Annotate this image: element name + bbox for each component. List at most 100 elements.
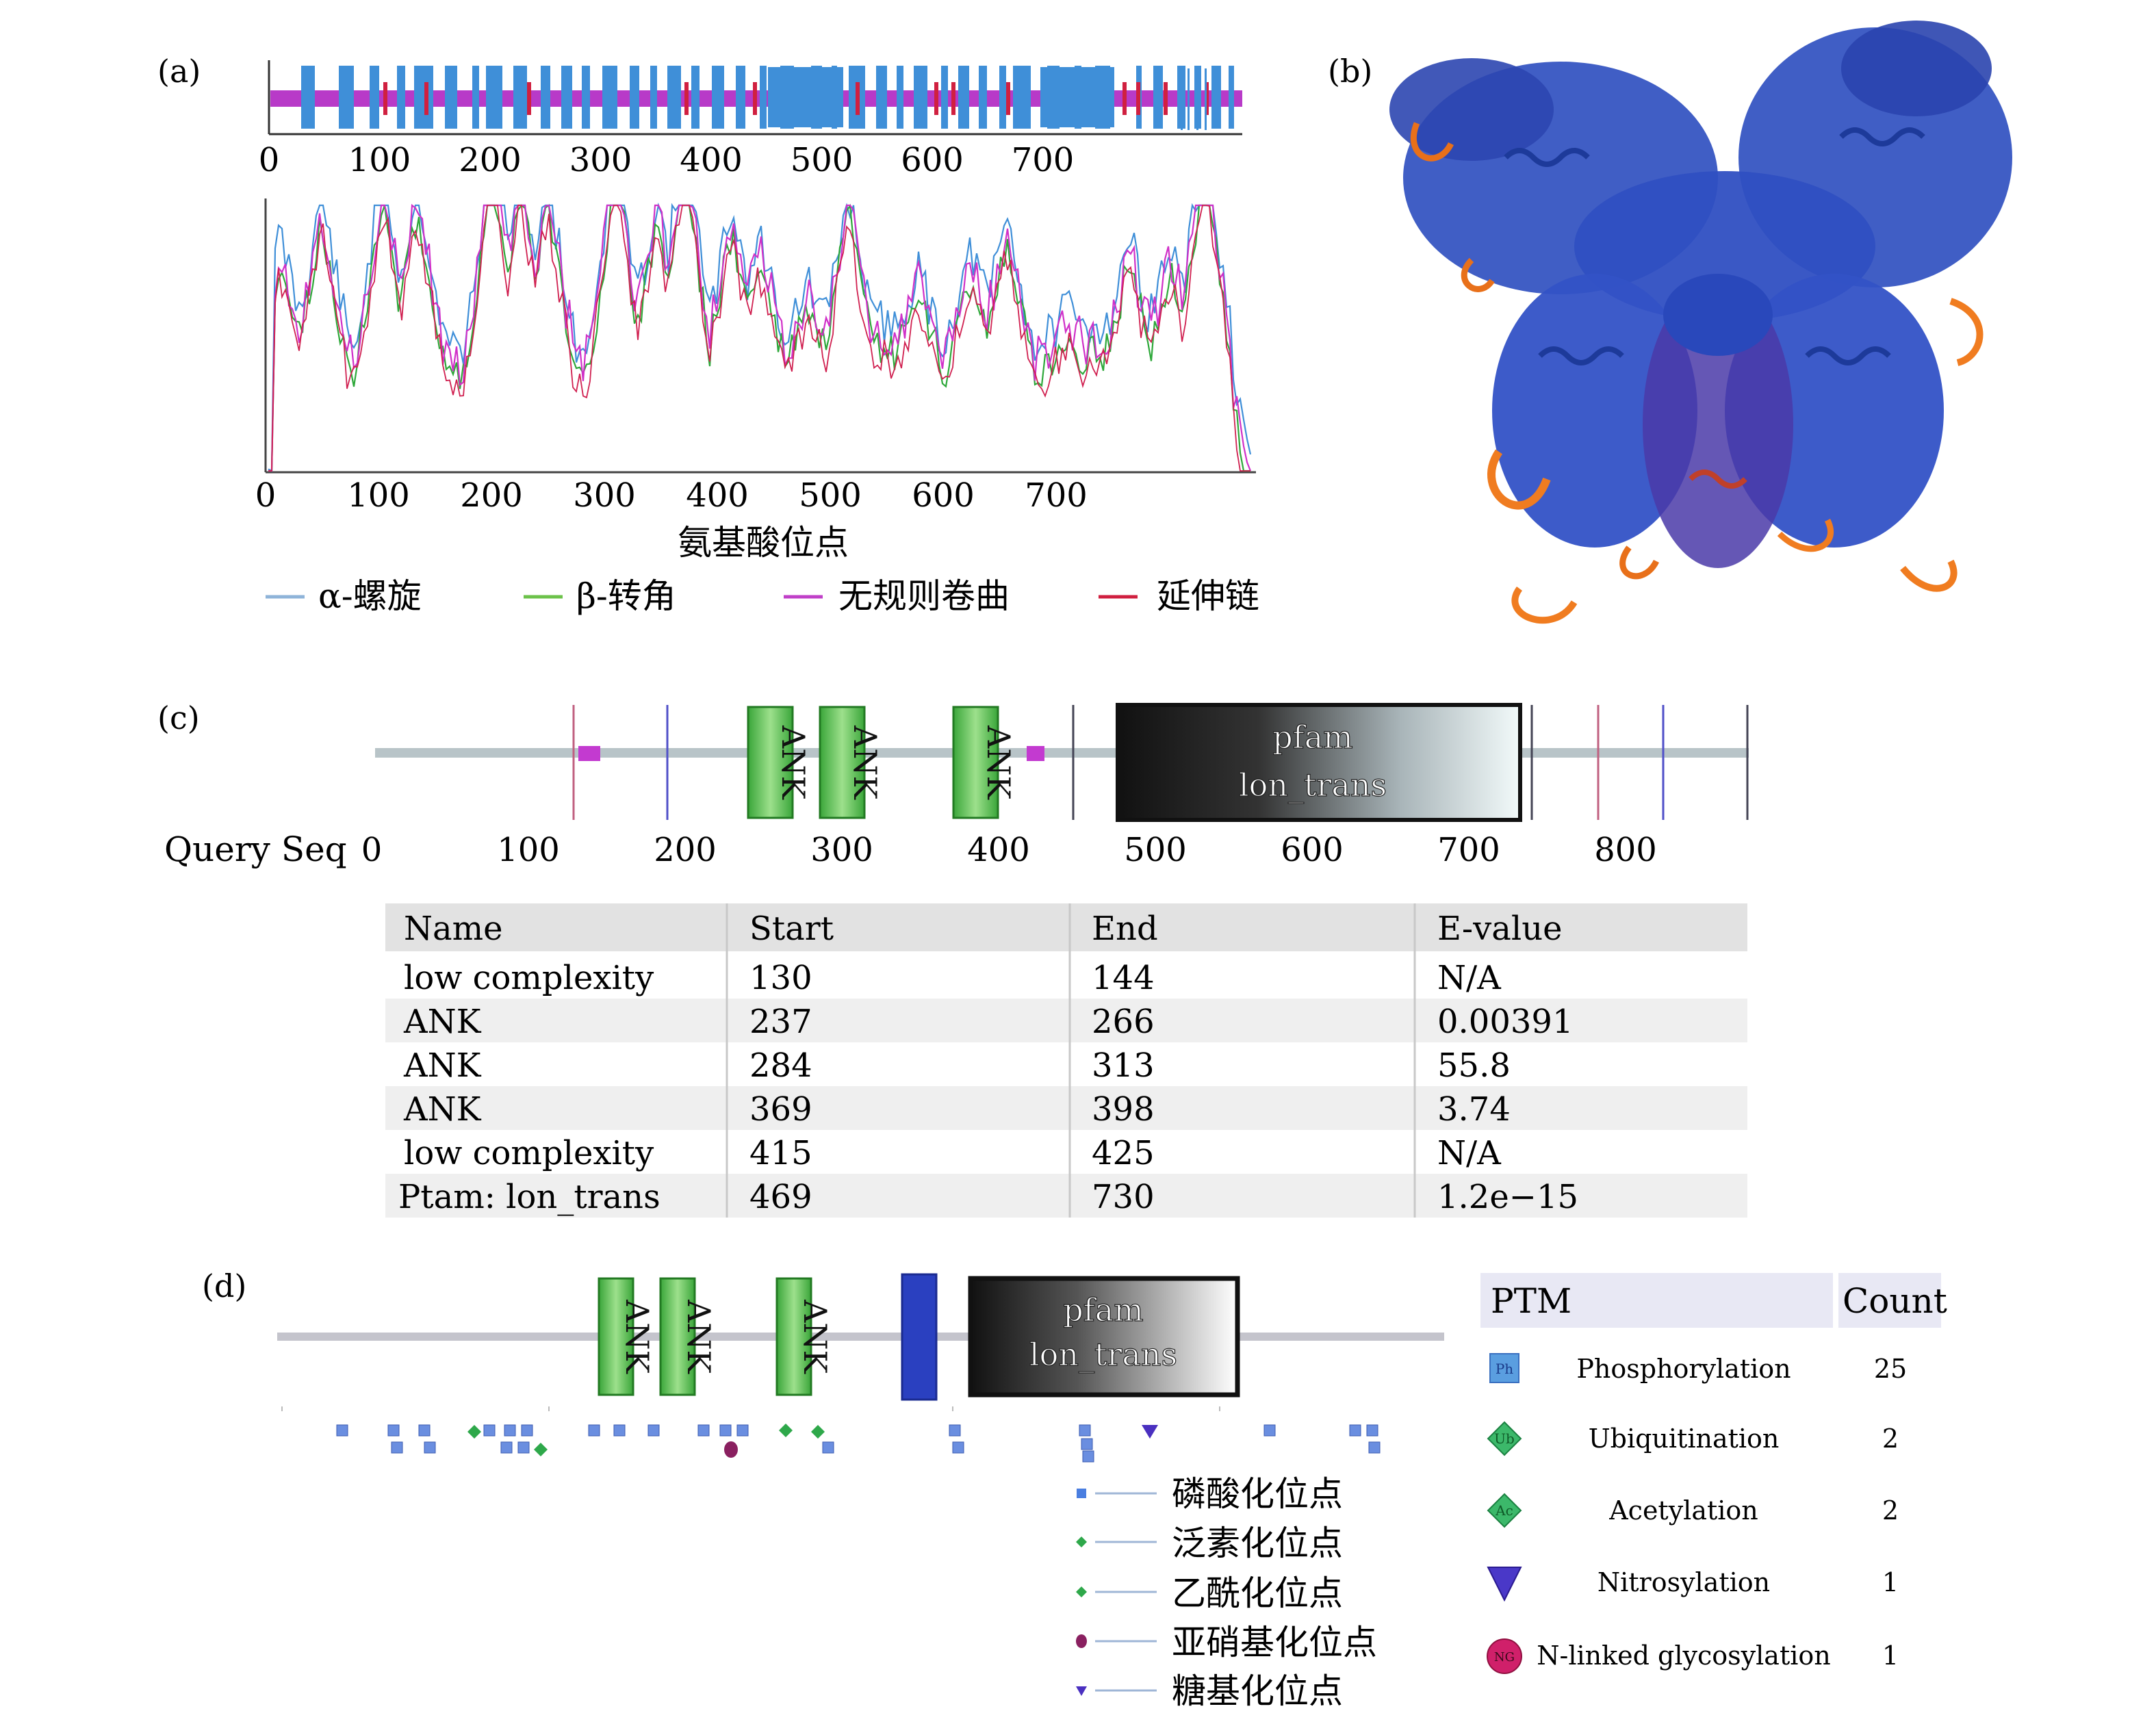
plot-tick-label: 500 bbox=[799, 476, 862, 515]
helix-block bbox=[541, 66, 550, 129]
table-cell: 425 bbox=[1092, 1134, 1155, 1172]
ank-domains: ANK ANK ANK bbox=[747, 706, 1017, 819]
extended-strand-mark bbox=[383, 82, 387, 115]
secondary-structure-track bbox=[268, 60, 1242, 136]
table-cell: 237 bbox=[749, 1003, 812, 1041]
helix-thin-mark bbox=[1205, 68, 1207, 130]
helix-block bbox=[1013, 66, 1031, 129]
ptm-row-name: Ubiquitination bbox=[1589, 1424, 1780, 1454]
table-cell: 266 bbox=[1092, 1003, 1155, 1041]
helix-block bbox=[1229, 66, 1234, 129]
track-tick-label: 100 bbox=[348, 141, 411, 179]
table-header-cell: Start bbox=[749, 910, 834, 948]
helix-block bbox=[958, 66, 969, 129]
propensity-plot bbox=[264, 198, 1256, 474]
table-cell: 398 bbox=[1092, 1090, 1155, 1129]
site-legend-phospho-icon bbox=[1077, 1489, 1086, 1498]
track-tick-label: 200 bbox=[459, 141, 522, 179]
helix-block bbox=[445, 66, 457, 129]
helix-block bbox=[999, 66, 1006, 129]
plot-tick-label: 200 bbox=[460, 476, 523, 515]
site-legend-nitro-icon bbox=[1076, 1634, 1087, 1648]
acetylation-icon bbox=[1487, 1493, 1522, 1528]
helix-block bbox=[941, 66, 948, 129]
legend-label-coil: 无规则卷曲 bbox=[838, 576, 1010, 616]
helix-block bbox=[513, 66, 527, 129]
extended-strand-line bbox=[268, 205, 1250, 472]
phospho-site bbox=[1081, 1438, 1093, 1450]
table-cell: 55.8 bbox=[1437, 1046, 1511, 1085]
glycosylation-icon bbox=[1487, 1638, 1522, 1674]
plot-tick-label: 700 bbox=[1025, 476, 1088, 515]
query-seq-tick: 300 bbox=[810, 831, 873, 869]
phospho-site bbox=[424, 1441, 436, 1454]
extended-strand-mark bbox=[1122, 82, 1127, 115]
ptm-count-table: PTM Count Ph Phosphorylation 25 Ub Ubiqu… bbox=[1480, 1273, 1947, 1674]
table-cell: 1.2e−15 bbox=[1437, 1178, 1578, 1216]
table-cell: ANK bbox=[403, 1046, 482, 1085]
ank-domain-d bbox=[659, 1277, 696, 1396]
track-axis-ticks: 0 100 200 300 400 500 600 700 bbox=[259, 141, 1075, 179]
helix-thin-mark bbox=[1196, 68, 1198, 130]
ank-domain bbox=[747, 706, 794, 819]
ank-label-d: ANK bbox=[797, 1299, 834, 1374]
extended-strand-mark bbox=[1164, 82, 1168, 115]
helix-block bbox=[897, 66, 903, 129]
nitrosylation-icon bbox=[1487, 1567, 1522, 1602]
table-cell: ANK bbox=[403, 1003, 482, 1041]
ptm-row-name: Nitrosylation bbox=[1597, 1567, 1770, 1597]
helix-block bbox=[1153, 66, 1163, 129]
extended-strand-mark bbox=[1136, 82, 1140, 115]
helix-thin-mark bbox=[1188, 68, 1190, 130]
transmembrane-block bbox=[901, 1273, 938, 1401]
ank-label: ANK bbox=[847, 725, 884, 800]
site-legend: 磷酸化位点 泛素化位点 乙酰化位点 亚硝基化位点 糖基化位点 bbox=[1076, 1474, 1377, 1711]
glyco-site bbox=[1142, 1425, 1158, 1439]
ubiquitination-icon bbox=[1487, 1421, 1522, 1456]
pfam-label-line2: lon_trans bbox=[1239, 767, 1387, 803]
phospho-site bbox=[822, 1441, 834, 1454]
structure-legend: α-螺旋 β-转角 无规则卷曲 延伸链 bbox=[266, 576, 1259, 616]
plot-tick-label: 300 bbox=[573, 476, 636, 515]
extended-strand-mark bbox=[424, 82, 428, 115]
ptm-row-count: 2 bbox=[1882, 1495, 1899, 1526]
count-header: Count bbox=[1843, 1281, 1947, 1321]
ptm-row-name: Acetylation bbox=[1608, 1495, 1758, 1526]
acetyl-site bbox=[534, 1443, 548, 1456]
phosphorylation-icon-text: Ph bbox=[1496, 1361, 1513, 1377]
helix-block bbox=[397, 66, 405, 129]
ank-label: ANK bbox=[980, 725, 1017, 800]
random-coil-line bbox=[268, 203, 1252, 472]
extended-strand-mark bbox=[527, 82, 531, 115]
pfam-lon-trans-domain-d: pfam lon_trans bbox=[968, 1276, 1240, 1398]
nitro-site bbox=[724, 1441, 738, 1458]
plot-tick-label: 400 bbox=[686, 476, 749, 515]
site-legend-ubiq: 泛素化位点 bbox=[1172, 1523, 1343, 1563]
table-cell: ANK bbox=[403, 1090, 482, 1129]
table-cell: low complexity bbox=[404, 959, 654, 997]
alpha-helix-line bbox=[268, 202, 1252, 472]
low-complexity-marker-2 bbox=[1027, 746, 1044, 761]
query-seq-ticks: 0 100 200 300 400 500 600 700 800 bbox=[361, 831, 1657, 869]
helix-block bbox=[414, 66, 433, 129]
helix-block bbox=[561, 66, 572, 129]
phospho-site bbox=[1079, 1424, 1091, 1437]
table-header-cell: End bbox=[1092, 910, 1158, 948]
legend-label-turn: β-转角 bbox=[576, 576, 676, 616]
plot-axis-ticks: 0 100 200 300 400 500 600 700 bbox=[255, 476, 1088, 515]
table-cell: 0.00391 bbox=[1437, 1003, 1574, 1041]
query-seq-tick: 700 bbox=[1437, 831, 1500, 869]
protein-3d-structure bbox=[1389, 21, 2012, 624]
ptm-header: PTM bbox=[1491, 1281, 1571, 1321]
plot-x-axis-label: 氨基酸位点 bbox=[678, 523, 849, 563]
site-legend-nitro: 亚硝基化位点 bbox=[1172, 1623, 1377, 1662]
phosphorylation-icon bbox=[1489, 1353, 1519, 1383]
plot-tick-label: 100 bbox=[347, 476, 410, 515]
ank-domain-d bbox=[775, 1277, 812, 1396]
legend-label-helix: α-螺旋 bbox=[318, 576, 422, 616]
query-seq-tick: 0 bbox=[361, 831, 383, 869]
extended-strand-mark bbox=[1006, 82, 1010, 115]
ptm-row-count: 1 bbox=[1882, 1567, 1899, 1597]
ptm-row-count: 1 bbox=[1882, 1641, 1899, 1671]
